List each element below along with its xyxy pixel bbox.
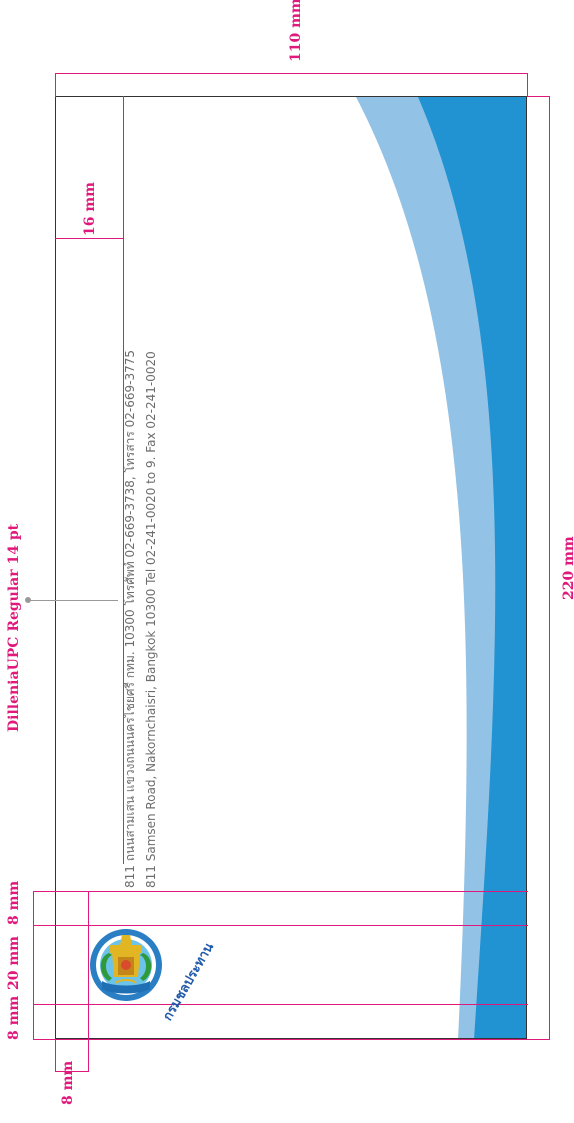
width-dimension-label: 220 mm [561,536,574,600]
wave-dark [418,97,526,1038]
logo-margin-right-label: 8 mm [6,880,22,925]
logo-size-label: 20 mm [6,936,22,990]
font-spec-label: DilleniaUPC Regular 14 pt [6,523,22,732]
top-margin-label: 16 mm [82,182,98,236]
wave-decoration [356,97,526,1038]
logo-margin-left-label: 8 mm [6,995,22,1040]
royal-irrigation-seal-icon [90,929,162,1001]
edge-margin-label: 8 mm [60,1060,76,1105]
address-english: 811 Samsen Road, Nakornchaisri, Bangkok … [144,351,158,888]
height-dimension-label: 110 mm [288,0,304,62]
leader-line [28,600,118,601]
leader-dot [25,597,31,603]
envelope [55,96,527,1039]
address-thai: 811 ถนนสามเสน แขวงถนนนครไชยศรี กทม. 1030… [123,349,137,888]
